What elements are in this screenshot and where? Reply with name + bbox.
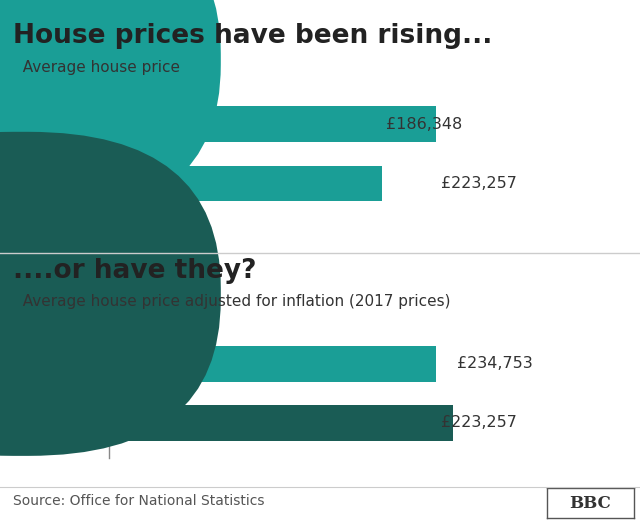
Bar [109,166,382,201]
Text: BBC: BBC [570,495,611,512]
Text: ....or have they?: ....or have they? [13,258,256,284]
Bar [109,405,453,441]
Text: Average house price: Average house price [13,60,180,75]
Text: £223,257: £223,257 [440,176,516,191]
Text: House prices have been rising...: House prices have been rising... [13,23,492,49]
Text: £186,348: £186,348 [387,117,463,132]
Bar [109,106,436,142]
Text: £234,753: £234,753 [458,356,533,371]
Text: £223,257: £223,257 [440,415,516,430]
Text: Average house price adjusted for inflation (2017 prices): Average house price adjusted for inflati… [13,294,451,309]
Text: Source: Office for National Statistics: Source: Office for National Statistics [13,494,264,508]
Bar [109,346,436,381]
